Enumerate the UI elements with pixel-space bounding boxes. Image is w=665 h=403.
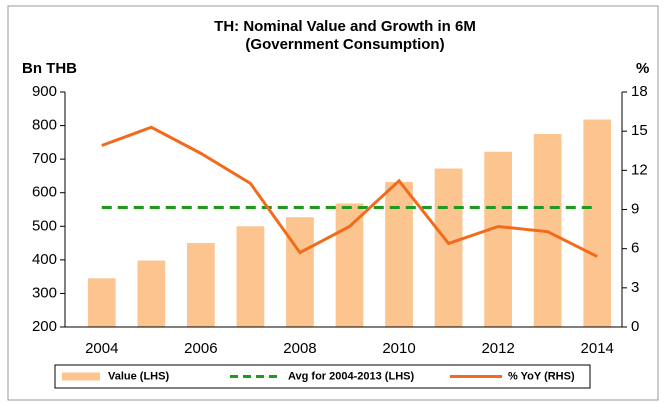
x-tick-label: 2008 xyxy=(283,340,316,357)
bar xyxy=(286,217,314,327)
chart-subtitle: (Government Consumption) xyxy=(245,36,444,53)
y2-tick-label: 18 xyxy=(631,83,648,100)
x-tick-label: 2012 xyxy=(481,340,514,357)
legend-swatch xyxy=(62,372,100,381)
y-axis-label: Bn THB xyxy=(22,60,77,77)
x-tick-label: 2006 xyxy=(184,340,217,357)
y-tick-label: 200 xyxy=(32,318,57,335)
bar xyxy=(335,203,364,327)
y-tick-label: 600 xyxy=(32,184,57,201)
y-tick-label: 800 xyxy=(32,117,57,134)
y-tick-label: 400 xyxy=(32,251,57,268)
bar xyxy=(236,226,265,327)
y-tick-label: 700 xyxy=(32,150,57,167)
y2-tick-label: 6 xyxy=(631,240,639,257)
y-tick-label: 900 xyxy=(32,83,57,100)
chart-title: TH: Nominal Value and Growth in 6M xyxy=(214,18,476,35)
x-tick-label: 2004 xyxy=(85,340,118,357)
x-tick-label: 2014 xyxy=(581,340,614,357)
y-tick-label: 300 xyxy=(32,284,57,301)
x-tick-label: 2010 xyxy=(382,340,415,357)
bar xyxy=(137,260,166,327)
bar xyxy=(484,151,513,327)
y-tick-label: 500 xyxy=(32,217,57,234)
legend-label: Value (LHS) xyxy=(108,370,169,382)
legend-label: % YoY (RHS) xyxy=(508,370,575,382)
bar xyxy=(434,168,463,327)
legend-label: Avg for 2004-2013 (LHS) xyxy=(288,370,414,382)
bar xyxy=(186,243,215,327)
line-series xyxy=(101,125,598,258)
y2-axis-label: % xyxy=(636,60,649,77)
legend-box xyxy=(54,364,591,389)
bar xyxy=(583,119,612,328)
y2-tick-label: 9 xyxy=(631,200,639,217)
y2-tick-label: 12 xyxy=(631,161,648,178)
y2-tick-label: 3 xyxy=(631,279,639,296)
y2-tick-label: 0 xyxy=(631,318,639,335)
bar xyxy=(385,181,413,327)
y2-tick-label: 15 xyxy=(631,122,648,139)
bar xyxy=(87,278,116,327)
